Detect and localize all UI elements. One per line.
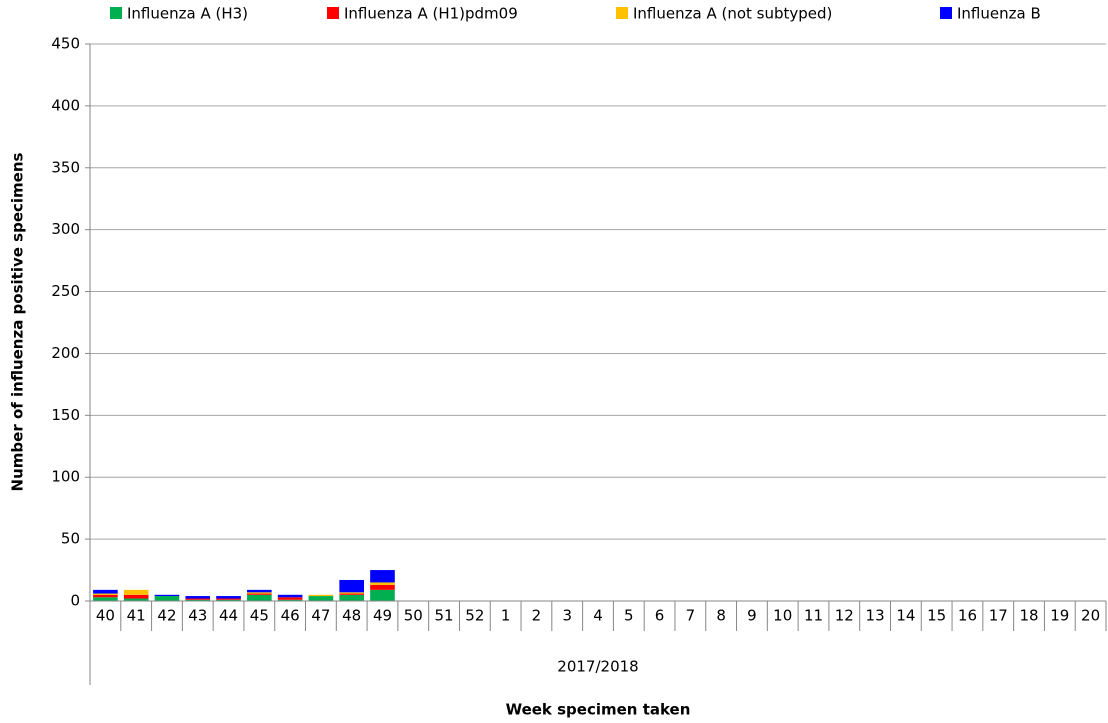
bar-segment [370, 589, 395, 601]
x-tick-label: 5 [624, 607, 634, 625]
x-tick-label: 43 [188, 607, 207, 625]
x-tick-label: 1 [501, 607, 511, 625]
bar-segment [154, 594, 180, 597]
bar-segment [247, 589, 272, 593]
x-tick-label: 47 [311, 607, 330, 625]
y-tick-label: 200 [51, 344, 80, 362]
x-tick-label: 20 [1081, 607, 1100, 625]
legend-swatch [616, 7, 628, 19]
bar-segment [339, 594, 365, 601]
x-tick-label: 8 [716, 607, 726, 625]
x-tick-label: 15 [927, 607, 946, 625]
x-tick-label: 18 [1019, 607, 1038, 625]
bar-segment [247, 594, 272, 601]
legend-label: Influenza A (H3) [127, 5, 248, 23]
legend-label: Influenza B [957, 5, 1041, 23]
bar-segment [216, 599, 241, 601]
x-tick-label: 10 [773, 607, 792, 625]
x-tick-label: 40 [96, 607, 115, 625]
x-tick-label: 49 [373, 607, 392, 625]
x-axis-title: Week specimen taken [506, 701, 691, 719]
y-tick-label: 250 [51, 282, 80, 300]
legend-swatch [110, 7, 122, 19]
bar-segment [339, 579, 365, 593]
bar-segment [370, 570, 395, 583]
x-tick-label: 19 [1050, 607, 1069, 625]
x-tick-label: 4 [593, 607, 603, 625]
bar-segment [277, 597, 303, 600]
bar-segment [93, 593, 118, 595]
x-tick-label: 7 [686, 607, 696, 625]
x-group-label: 2017/2018 [557, 658, 638, 676]
bar-segment [123, 589, 149, 595]
bar-segment [370, 582, 395, 585]
bar-segment [247, 592, 272, 594]
legend-swatch [327, 7, 339, 19]
x-tick-label: 46 [281, 607, 300, 625]
x-tick-label: 42 [157, 607, 176, 625]
y-tick-label: 350 [51, 158, 80, 176]
bar-segment [216, 596, 241, 599]
bar-segment [277, 599, 303, 601]
bar-segment [339, 593, 365, 595]
bar-segment [93, 594, 118, 598]
x-tick-label: 9 [747, 607, 757, 625]
x-tick-label: 2 [532, 607, 542, 625]
bar-segment [185, 596, 211, 599]
y-tick-label: 100 [51, 468, 80, 486]
bar-segment [185, 598, 211, 600]
x-tick-label: 48 [342, 607, 361, 625]
bar-segment [123, 598, 149, 601]
bar-segment [154, 596, 180, 601]
y-tick-label: 0 [70, 592, 80, 610]
bar-segment [185, 599, 211, 601]
y-tick-label: 450 [51, 35, 80, 53]
y-axis-title: Number of influenza positive specimens [9, 152, 27, 491]
bar-segment [93, 597, 118, 601]
y-tick-label: 50 [61, 530, 80, 548]
bar-segment [308, 596, 334, 601]
y-tick-label: 150 [51, 406, 80, 424]
x-tick-label: 11 [804, 607, 823, 625]
legend-label: Influenza A (H1)pdm09 [344, 5, 518, 23]
y-tick-label: 300 [51, 220, 80, 238]
x-tick-label: 51 [435, 607, 454, 625]
bar-segment [216, 598, 241, 600]
x-tick-label: 3 [562, 607, 572, 625]
bar-segment [247, 593, 272, 595]
x-tick-label: 50 [404, 607, 423, 625]
bar-segment [339, 592, 365, 594]
x-tick-label: 17 [989, 607, 1008, 625]
x-tick-label: 12 [835, 607, 854, 625]
bar-segment [308, 594, 334, 597]
bar-segment [93, 589, 118, 594]
x-tick-label: 52 [465, 607, 484, 625]
bar-segment [277, 594, 303, 598]
y-tick-label: 400 [51, 96, 80, 114]
legend-label: Influenza A (not subtyped) [633, 5, 832, 23]
x-tick-label: 13 [866, 607, 885, 625]
x-tick-label: 14 [896, 607, 915, 625]
legend-swatch [940, 7, 952, 19]
x-tick-label: 44 [219, 607, 238, 625]
bar-segment [123, 594, 149, 599]
x-tick-label: 6 [655, 607, 665, 625]
x-tick-label: 41 [127, 607, 146, 625]
bar-segment [370, 584, 395, 590]
x-tick-label: 16 [958, 607, 977, 625]
x-tick-label: 45 [250, 607, 269, 625]
